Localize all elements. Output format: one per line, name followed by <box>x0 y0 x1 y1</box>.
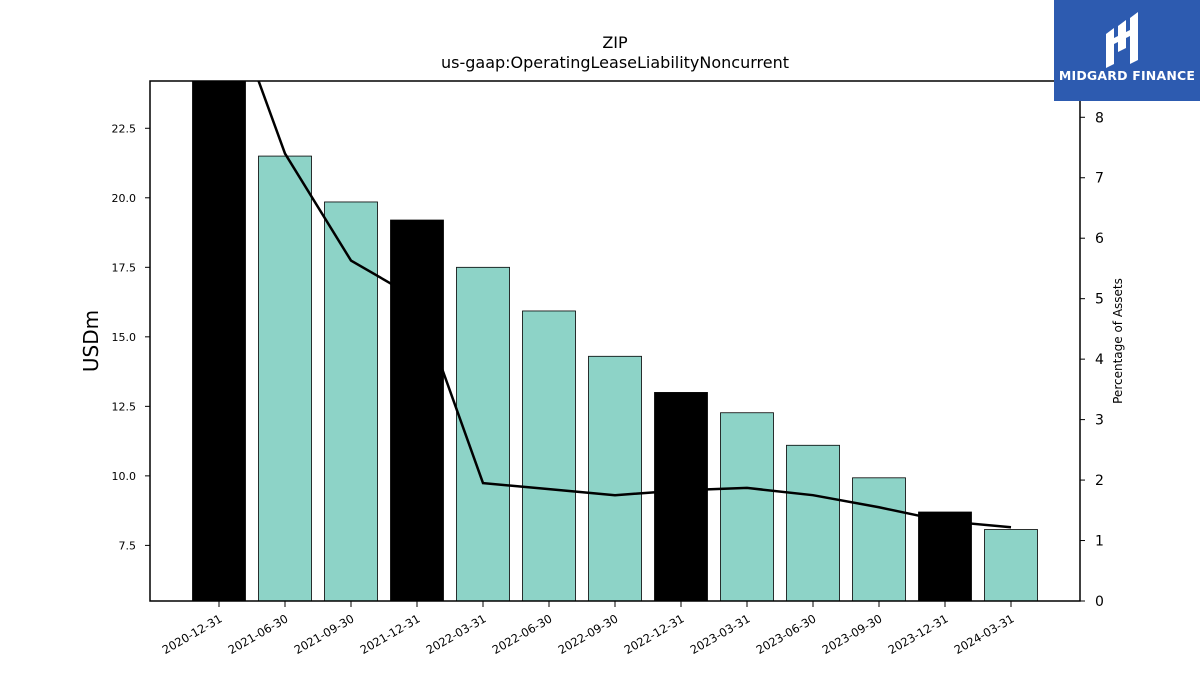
chart-subtitle: us-gaap:OperatingLeaseLiabilityNoncurren… <box>441 53 789 72</box>
x-tick-label: 2021-06-30 <box>226 611 291 657</box>
logo-mark-icon <box>1106 12 1138 68</box>
y2-tick-label: 4 <box>1095 352 1104 368</box>
x-tick-label: 2024-03-31 <box>952 611 1017 657</box>
y-tick-label: 20.0 <box>112 192 137 205</box>
y2-tick-label: 6 <box>1095 231 1104 247</box>
bar-2023-12-31 <box>918 511 972 601</box>
y2-axis-label: Percentage of Assets <box>1111 278 1125 404</box>
y-axis-label: USDm <box>79 310 103 372</box>
x-tick-label: 2020-12-31 <box>160 611 225 657</box>
y-tick-label: 17.5 <box>112 261 137 274</box>
bar-2022-12-31 <box>654 392 708 601</box>
brand-logo: MIDGARD FINANCE <box>1054 0 1200 101</box>
line-group <box>257 81 1012 529</box>
y-tick-label: 10.0 <box>112 470 137 483</box>
x-tick-label: 2022-03-31 <box>424 611 489 657</box>
x-tick-label: 2022-09-30 <box>556 611 621 657</box>
x-tick-label: 2023-06-30 <box>754 611 819 657</box>
x-tick-label: 2022-12-31 <box>622 611 687 657</box>
y-tick-label: 22.5 <box>112 122 137 135</box>
x-tick-label: 2022-06-30 <box>490 611 555 657</box>
y2-axis: 0 1 2 3 4 5 6 7 8 <box>1080 110 1104 610</box>
chart-title: ZIP <box>602 33 628 52</box>
bar-2021-09-30 <box>324 201 378 601</box>
y2-tick-label: 8 <box>1095 110 1104 126</box>
x-tick-label: 2021-12-31 <box>358 611 423 657</box>
y2-tick-label: 3 <box>1095 413 1104 429</box>
bar-2021-12-31 <box>390 219 444 601</box>
bar-2023-09-30 <box>852 477 906 601</box>
x-tick-label: 2023-09-30 <box>820 611 885 657</box>
y-axis: 7.5 10.0 12.5 15.0 17.5 20.0 22.5 <box>112 122 150 552</box>
x-tick-label: 2023-12-31 <box>886 611 951 657</box>
bar-2023-06-30 <box>786 444 840 601</box>
x-tick-label: 2023-03-31 <box>688 611 753 657</box>
y2-tick-label: 5 <box>1095 292 1104 308</box>
y-tick-label: 7.5 <box>119 539 137 552</box>
bar-2020-12-31 <box>192 81 246 601</box>
logo-text: MIDGARD FINANCE <box>1058 68 1196 83</box>
bar-group <box>192 81 1038 601</box>
y2-tick-label: 1 <box>1095 534 1104 550</box>
y2-tick-label: 2 <box>1095 473 1104 489</box>
y2-tick-label: 0 <box>1095 594 1104 610</box>
y2-tick-label: 7 <box>1095 171 1104 187</box>
bar-2023-03-31 <box>720 412 774 601</box>
x-axis: 2020-12-31 2021-06-30 2021-09-30 2021-12-31… <box>160 601 1017 657</box>
bar-2022-09-30 <box>588 355 642 601</box>
y-tick-label: 15.0 <box>112 331 137 344</box>
x-tick-label: 2021-09-30 <box>292 611 357 657</box>
bar-2021-06-30 <box>258 155 312 601</box>
bar-2024-03-31 <box>984 529 1038 601</box>
line-series-percentage <box>257 81 1012 529</box>
y-tick-label: 12.5 <box>112 400 137 413</box>
bar-2022-06-30 <box>522 310 576 601</box>
